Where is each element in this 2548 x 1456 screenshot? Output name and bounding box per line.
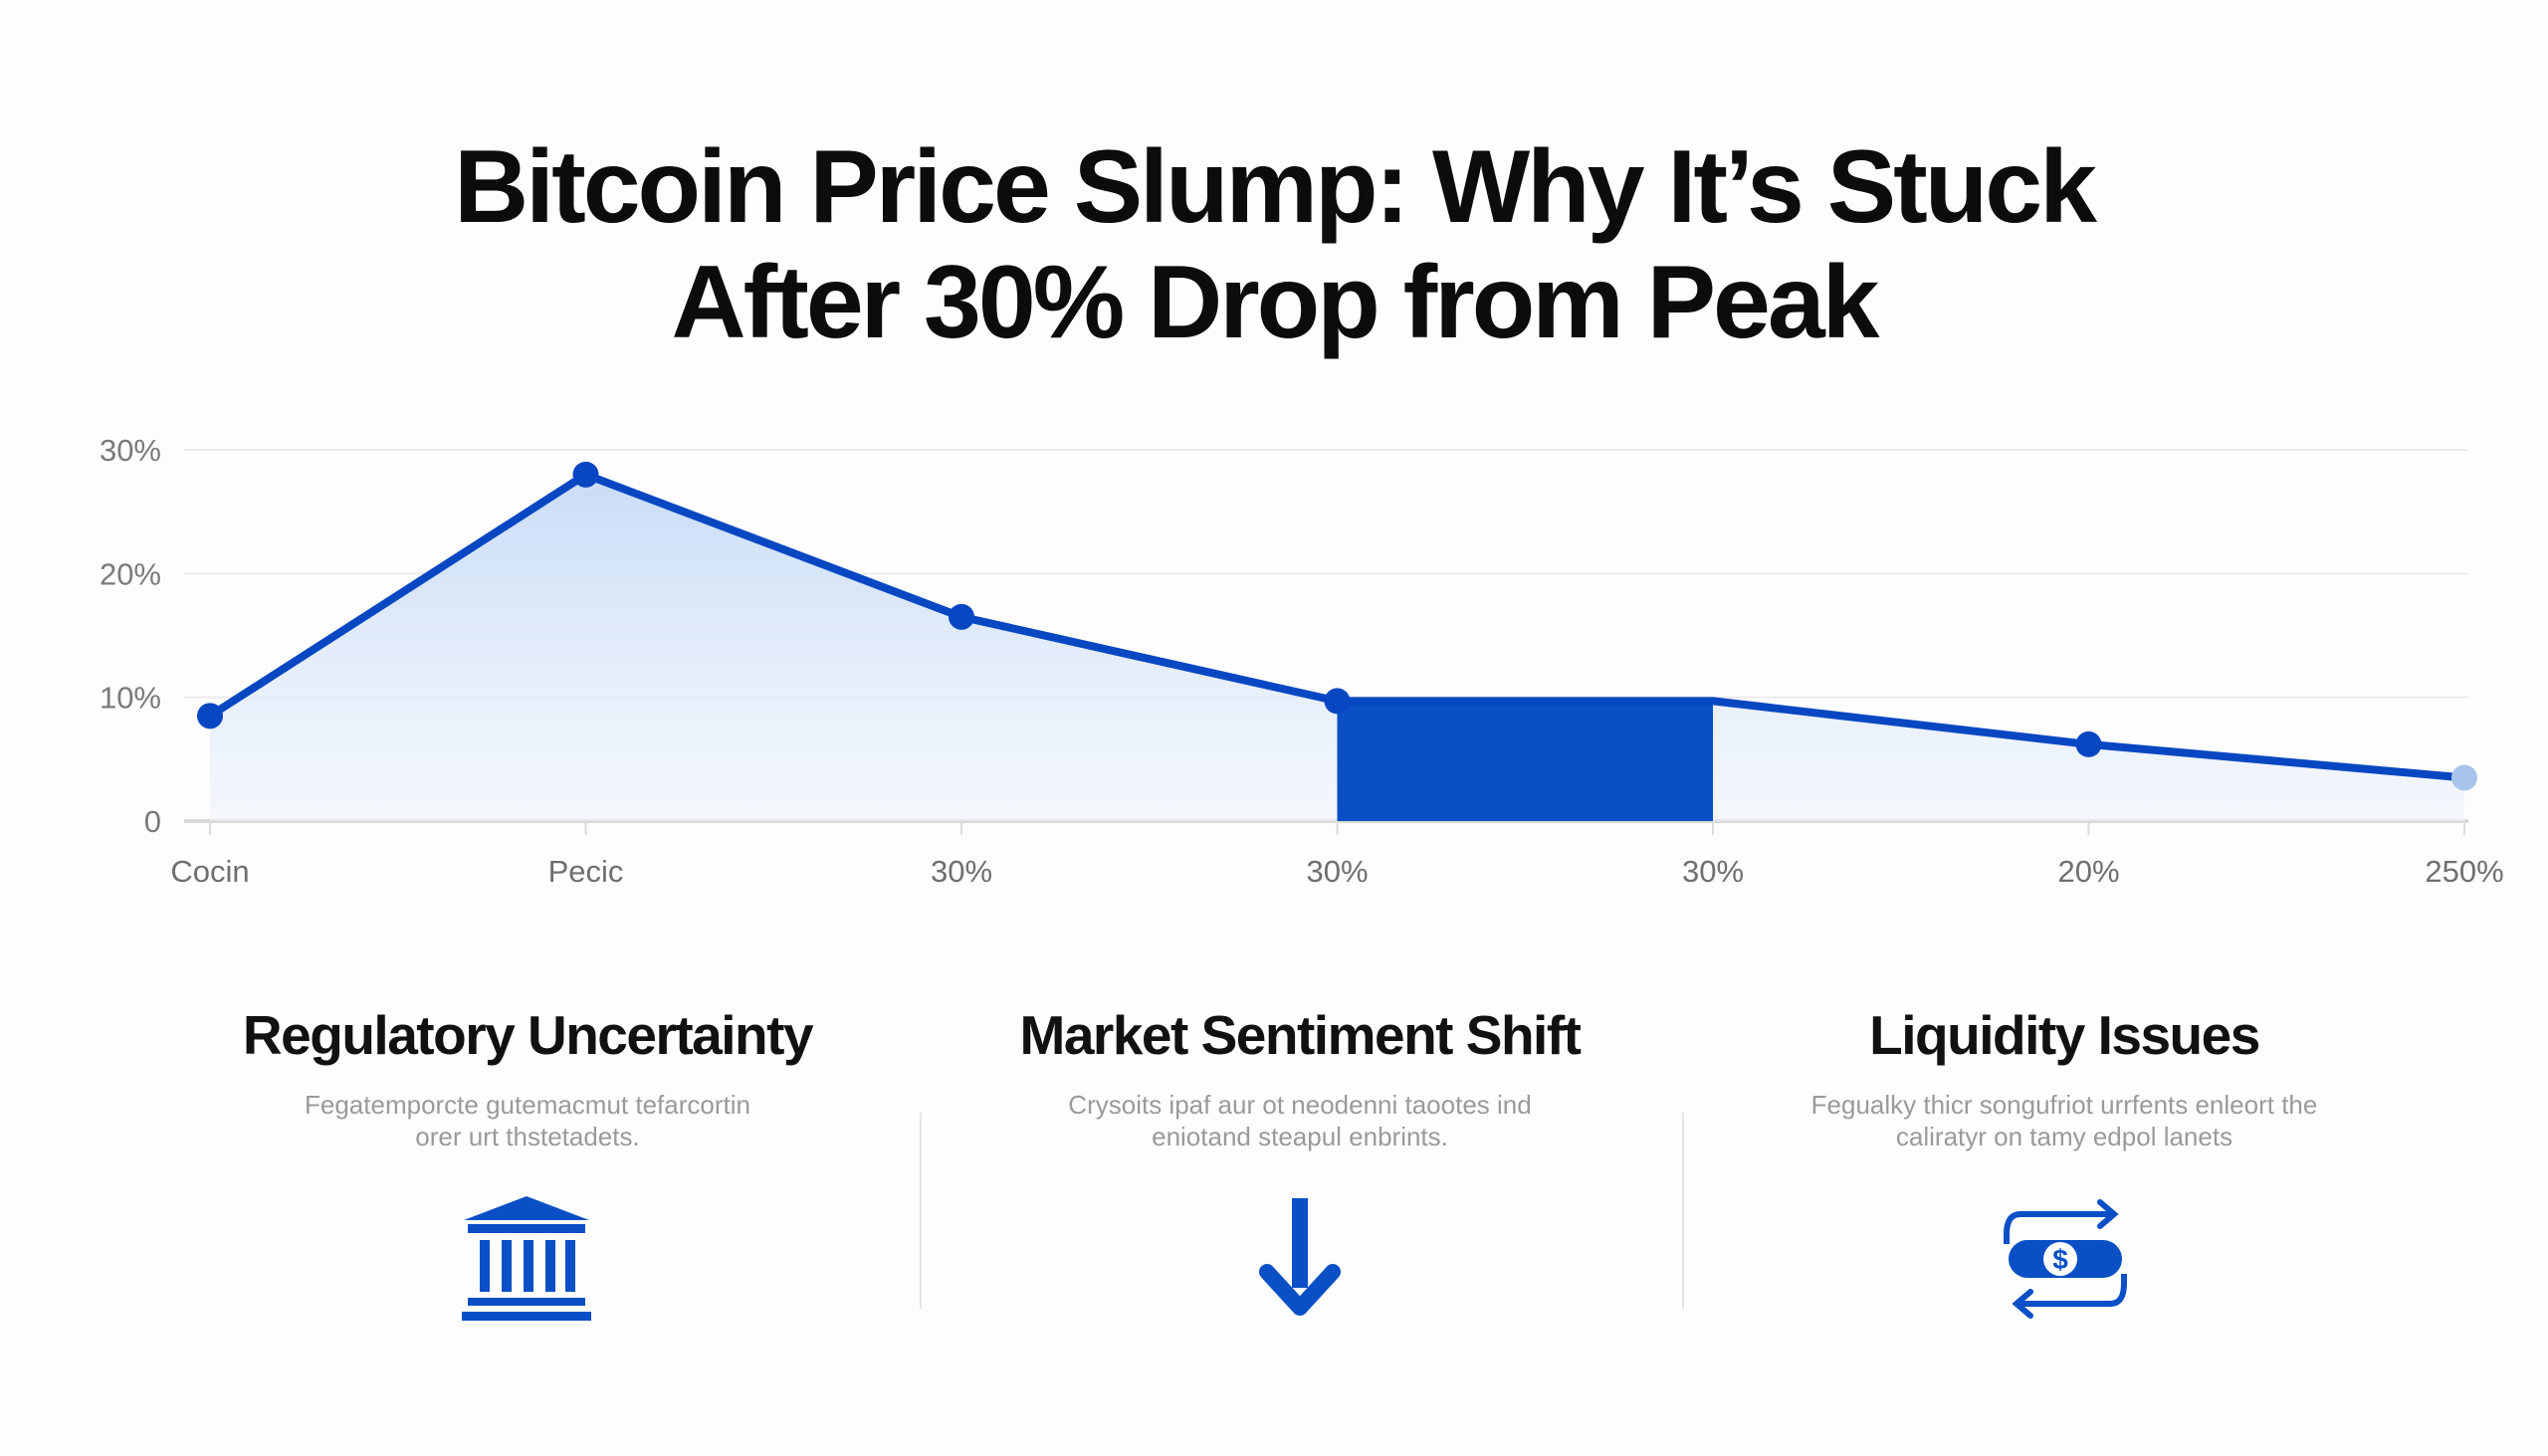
title-line-1: Bitcoin Price Slump: Why It’s Stuck [454,129,2097,245]
divider [920,1113,922,1309]
price-chart: 0 10% 20% 30% Cocin Pecic 30% 30% 30% 20% 250% [100,433,2504,889]
area-fill [210,474,2464,821]
factor-title: Market Sentiment Shift [1019,1004,1582,1066]
title-line-2: After 30% Drop from Peak [671,245,1879,360]
factor-regulatory: Regulatory Uncertainty Fegatemporcte gut… [149,995,906,1152]
data-point [572,461,599,488]
x-tick-label: 250% [2425,854,2503,889]
data-point [197,703,223,729]
factor-title: Regulatory Uncertainty [242,1004,814,1066]
arrow-down-icon [1259,1198,1341,1316]
y-tick-label: 0 [144,804,161,839]
x-tick-label: 30% [1682,854,1744,889]
x-tick-label: 30% [931,854,992,889]
x-tick-label: 30% [1306,854,1368,889]
data-point [2075,730,2102,757]
data-point [949,603,974,630]
y-tick-label: 10% [100,681,161,716]
factor-sentiment: Market Sentiment Shift Crysoits ipaf aur… [922,995,1678,1152]
factor-liquidity: Liquidity Issues Fegualky thicr songufri… [1686,995,2442,1152]
page-title: Bitcoin Price Slump: Why It’s Stuck Afte… [0,129,2548,360]
highlight-bar [1337,701,1713,821]
data-point [1324,688,1351,715]
bank-building-icon [462,1196,591,1321]
factor-title: Liquidity Issues [1869,1004,2260,1066]
x-tick-label: Cocin [170,854,249,889]
x-tick-label: Pecic [548,854,624,889]
svg-text:$: $ [2052,1244,2068,1275]
x-tick-label: 20% [2057,854,2119,889]
y-tick-label: 20% [100,556,161,591]
factor-description: Crysoits ipaf aur ot neodenni taootes in… [1068,1090,1532,1151]
divider [1682,1113,1684,1309]
data-point [2451,764,2477,791]
y-tick-label: 30% [100,433,161,468]
money-exchange-icon: $ [2004,1199,2127,1319]
factor-description: Fegatemporcte gutemacmut tefarcortin orer… [305,1090,750,1151]
factor-description: Fegualky thicr songufriot urrfents enleo… [1810,1090,2318,1151]
